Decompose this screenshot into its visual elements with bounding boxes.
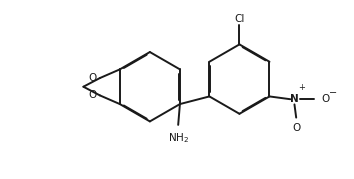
Text: O: O [89,90,97,100]
Text: O: O [321,94,330,104]
Text: −: − [329,88,337,98]
Text: Cl: Cl [234,14,245,24]
Text: +: + [299,83,306,92]
Text: NH$_2$: NH$_2$ [167,131,189,145]
Text: O: O [292,124,300,134]
Text: N: N [290,94,299,104]
Text: O: O [89,73,97,83]
